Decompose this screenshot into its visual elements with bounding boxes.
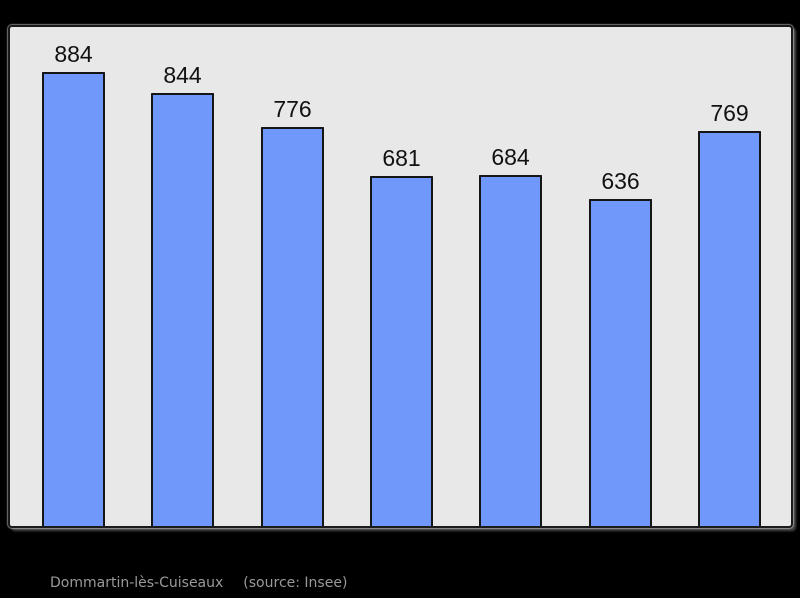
- bar: [42, 72, 105, 526]
- bars-container: 884 844 776 681 684 636 769: [10, 27, 791, 526]
- commune-label: Dommartin-lès-Cuiseaux: [50, 575, 224, 591]
- bar-value-label: 684: [491, 144, 530, 170]
- bar-value-label: 769: [710, 100, 749, 126]
- bar-value-label: 636: [601, 168, 640, 194]
- bar: [151, 93, 214, 526]
- bar: [479, 175, 542, 526]
- bar-value-label: 681: [382, 145, 421, 171]
- bar-value-label: 776: [273, 96, 312, 122]
- bar-value-label: 884: [54, 41, 93, 67]
- bar: [261, 127, 324, 526]
- bar: [589, 199, 652, 526]
- bar-value-label: 844: [163, 62, 202, 88]
- chart-footer: Dommartin-lès-Cuiseaux (source: Insee): [50, 575, 347, 592]
- bar: [698, 131, 761, 526]
- plot-area: 884 844 776 681 684 636 769: [8, 25, 793, 528]
- bar: [370, 176, 433, 526]
- source-label: (source: Insee): [243, 575, 348, 591]
